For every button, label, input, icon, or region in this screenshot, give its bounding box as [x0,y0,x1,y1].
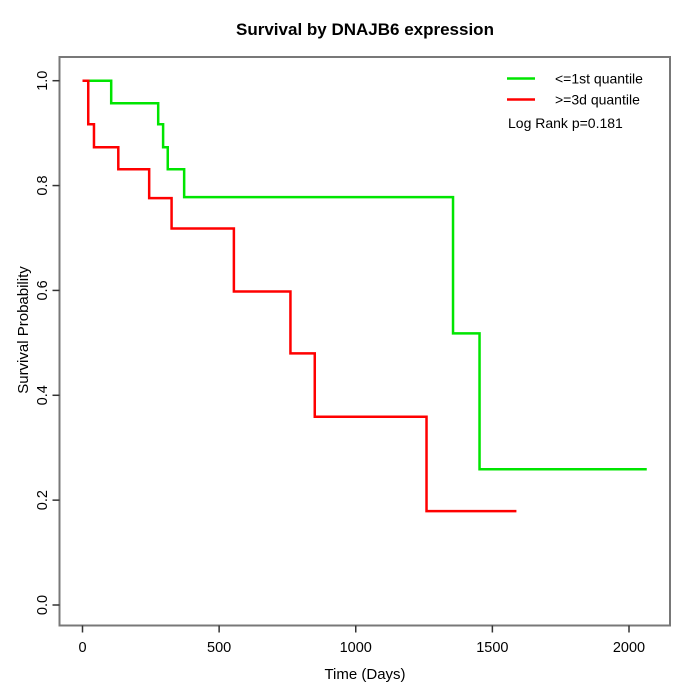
y-tick-label: 0.4 [35,385,51,405]
y-tick-label: 1.0 [35,71,51,91]
x-axis: 0 500 1000 1500 2000 [78,625,645,656]
plot-border-box [58,56,671,627]
x-tick-label: 500 [207,640,231,656]
y-axis: 0.0 0.2 0.4 0.6 0.8 1.0 [35,71,60,615]
x-tick-label: 0 [78,640,86,656]
legend: <=1st quantile >=3d quantile [507,71,643,108]
log-rank-annotation: Log Rank p=0.181 [508,115,623,131]
x-tick-label: 2000 [613,640,645,656]
y-tick-label: 0.0 [35,595,51,615]
legend-label-1: <=1st quantile [555,71,643,87]
y-tick-label: 0.6 [35,280,51,300]
survival-curve-1 [82,79,647,471]
y-tick-label: 0.2 [35,490,51,510]
x-tick-label: 1500 [476,640,508,656]
legend-label-2: >=3d quantile [555,92,640,108]
y-axis-title: Survival Probability [15,266,32,394]
y-tick-label: 0.8 [35,175,51,195]
chart-title: Survival by DNAJB6 expression [236,20,494,39]
survival-curves [82,79,647,513]
survival-curve-2 [82,79,517,513]
x-tick-label: 1000 [340,640,372,656]
x-axis-title: Time (Days) [324,666,405,683]
